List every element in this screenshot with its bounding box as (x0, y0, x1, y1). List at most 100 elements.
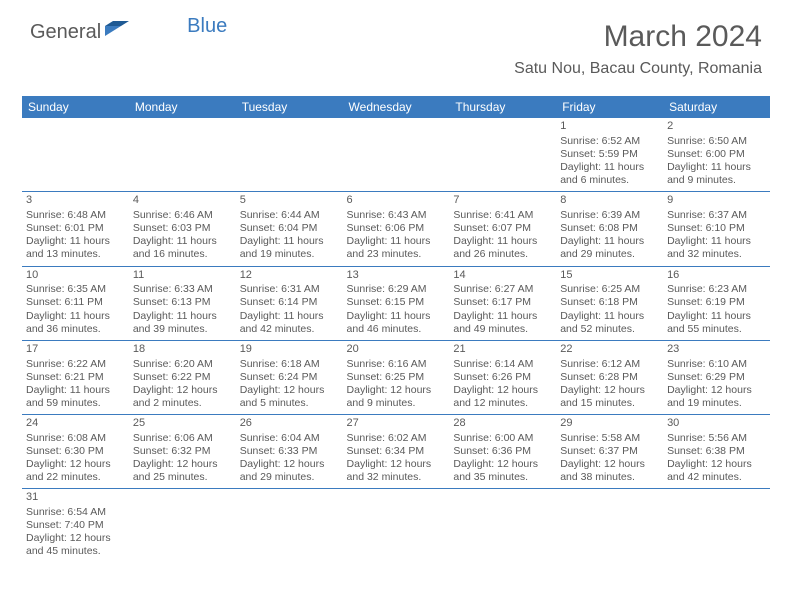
calendar-cell: 25Sunrise: 6:06 AMSunset: 6:32 PMDayligh… (129, 415, 236, 489)
calendar-cell: 4Sunrise: 6:46 AMSunset: 6:03 PMDaylight… (129, 192, 236, 266)
day-number: 17 (26, 343, 125, 357)
calendar-cell (663, 489, 770, 563)
day-header: Tuesday (236, 96, 343, 118)
cell-text: Daylight: 12 hours (240, 384, 339, 397)
calendar-cell: 14Sunrise: 6:27 AMSunset: 6:17 PMDayligh… (449, 266, 556, 340)
day-header: Friday (556, 96, 663, 118)
cell-text: Sunrise: 6:02 AM (347, 432, 446, 445)
cell-text: Sunrise: 6:23 AM (667, 283, 766, 296)
calendar-cell (556, 489, 663, 563)
cell-text: Sunset: 6:34 PM (347, 445, 446, 458)
cell-text: Sunrise: 6:39 AM (560, 209, 659, 222)
cell-text: and 26 minutes. (453, 248, 552, 261)
cell-text: Daylight: 12 hours (240, 458, 339, 471)
cell-text: Sunrise: 6:18 AM (240, 358, 339, 371)
calendar-cell: 18Sunrise: 6:20 AMSunset: 6:22 PMDayligh… (129, 340, 236, 414)
calendar-cell: 19Sunrise: 6:18 AMSunset: 6:24 PMDayligh… (236, 340, 343, 414)
cell-text: and 12 minutes. (453, 397, 552, 410)
cell-text: Sunset: 6:24 PM (240, 371, 339, 384)
cell-text: Daylight: 12 hours (26, 532, 125, 545)
day-number: 14 (453, 269, 552, 283)
cell-text: and 9 minutes. (667, 174, 766, 187)
day-number: 1 (560, 120, 659, 134)
cell-text: Sunset: 6:10 PM (667, 222, 766, 235)
cell-text: Sunset: 6:30 PM (26, 445, 125, 458)
cell-text: and 46 minutes. (347, 323, 446, 336)
title-block: March 2024 Satu Nou, Bacau County, Roman… (514, 20, 762, 78)
cell-text: Daylight: 11 hours (667, 310, 766, 323)
day-number: 27 (347, 417, 446, 431)
day-number: 19 (240, 343, 339, 357)
cell-text: Daylight: 11 hours (133, 310, 232, 323)
cell-text: and 5 minutes. (240, 397, 339, 410)
cell-text: Sunrise: 6:27 AM (453, 283, 552, 296)
calendar-cell: 11Sunrise: 6:33 AMSunset: 6:13 PMDayligh… (129, 266, 236, 340)
day-number: 10 (26, 269, 125, 283)
cell-text: Sunset: 6:13 PM (133, 296, 232, 309)
day-header: Saturday (663, 96, 770, 118)
cell-text: and 19 minutes. (667, 397, 766, 410)
cell-text: Sunrise: 6:29 AM (347, 283, 446, 296)
calendar-cell (343, 118, 450, 192)
calendar-row: 17Sunrise: 6:22 AMSunset: 6:21 PM Dayligh… (22, 340, 770, 414)
day-header: Monday (129, 96, 236, 118)
cell-text: Sunset: 5:59 PM (560, 148, 659, 161)
day-number: 12 (240, 269, 339, 283)
day-number: 24 (26, 417, 125, 431)
logo: General Blue (30, 20, 227, 44)
calendar-cell: 29Sunrise: 5:58 AMSunset: 6:37 PMDayligh… (556, 415, 663, 489)
day-number: 3 (26, 194, 125, 208)
cell-text: and 6 minutes. (560, 174, 659, 187)
calendar-cell (129, 118, 236, 192)
calendar-cell (236, 118, 343, 192)
calendar-cell: 2Sunrise: 6:50 AMSunset: 6:00 PMDaylight… (663, 118, 770, 192)
cell-text: Sunrise: 6:50 AM (667, 135, 766, 148)
cell-text: Sunrise: 6:10 AM (667, 358, 766, 371)
cell-text: and 45 minutes. (26, 545, 125, 558)
day-number: 29 (560, 417, 659, 431)
cell-text: Sunset: 6:21 PM (26, 371, 125, 384)
cell-text: and 39 minutes. (133, 323, 232, 336)
cell-text: Sunrise: 6:12 AM (560, 358, 659, 371)
cell-text: and 36 minutes. (26, 323, 125, 336)
day-header: Sunday (22, 96, 129, 118)
cell-text: and 29 minutes. (240, 471, 339, 484)
cell-text: Sunset: 6:01 PM (26, 222, 125, 235)
day-number: 8 (560, 194, 659, 208)
cell-text: Sunrise: 6:08 AM (26, 432, 125, 445)
cell-text: Sunset: 6:14 PM (240, 296, 339, 309)
cell-text: Sunrise: 6:00 AM (453, 432, 552, 445)
cell-text: Sunrise: 6:22 AM (26, 358, 125, 371)
cell-text: Daylight: 12 hours (667, 458, 766, 471)
cell-text: Daylight: 11 hours (453, 310, 552, 323)
cell-text: Sunset: 6:03 PM (133, 222, 232, 235)
day-number: 2 (667, 120, 766, 134)
cell-text: and 52 minutes. (560, 323, 659, 336)
cell-text: Sunset: 6:36 PM (453, 445, 552, 458)
cell-text: Sunset: 6:04 PM (240, 222, 339, 235)
cell-text: Daylight: 11 hours (347, 310, 446, 323)
calendar-cell: 7Sunrise: 6:41 AMSunset: 6:07 PMDaylight… (449, 192, 556, 266)
calendar-row: 31Sunrise: 6:54 AMSunset: 7:40 PMDayligh… (22, 489, 770, 563)
cell-text: Daylight: 12 hours (560, 384, 659, 397)
calendar-cell (449, 118, 556, 192)
cell-text: Sunrise: 5:56 AM (667, 432, 766, 445)
cell-text: and 59 minutes. (26, 397, 125, 410)
cell-text: Sunset: 6:06 PM (347, 222, 446, 235)
day-number: 15 (560, 269, 659, 283)
day-number: 28 (453, 417, 552, 431)
day-number: 7 (453, 194, 552, 208)
cell-text: Sunrise: 6:54 AM (26, 506, 125, 519)
cell-text: Sunrise: 6:04 AM (240, 432, 339, 445)
calendar-cell (129, 489, 236, 563)
cell-text: Sunrise: 6:14 AM (453, 358, 552, 371)
cell-text: Daylight: 11 hours (133, 235, 232, 248)
cell-text: Sunset: 6:37 PM (560, 445, 659, 458)
cell-text: Sunrise: 6:31 AM (240, 283, 339, 296)
cell-text: Daylight: 11 hours (453, 235, 552, 248)
cell-text: and 38 minutes. (560, 471, 659, 484)
cell-text: Daylight: 12 hours (347, 384, 446, 397)
cell-text: Sunset: 6:19 PM (667, 296, 766, 309)
cell-text: and 9 minutes. (347, 397, 446, 410)
calendar-cell: 22Sunrise: 6:12 AMSunset: 6:28 PMDayligh… (556, 340, 663, 414)
